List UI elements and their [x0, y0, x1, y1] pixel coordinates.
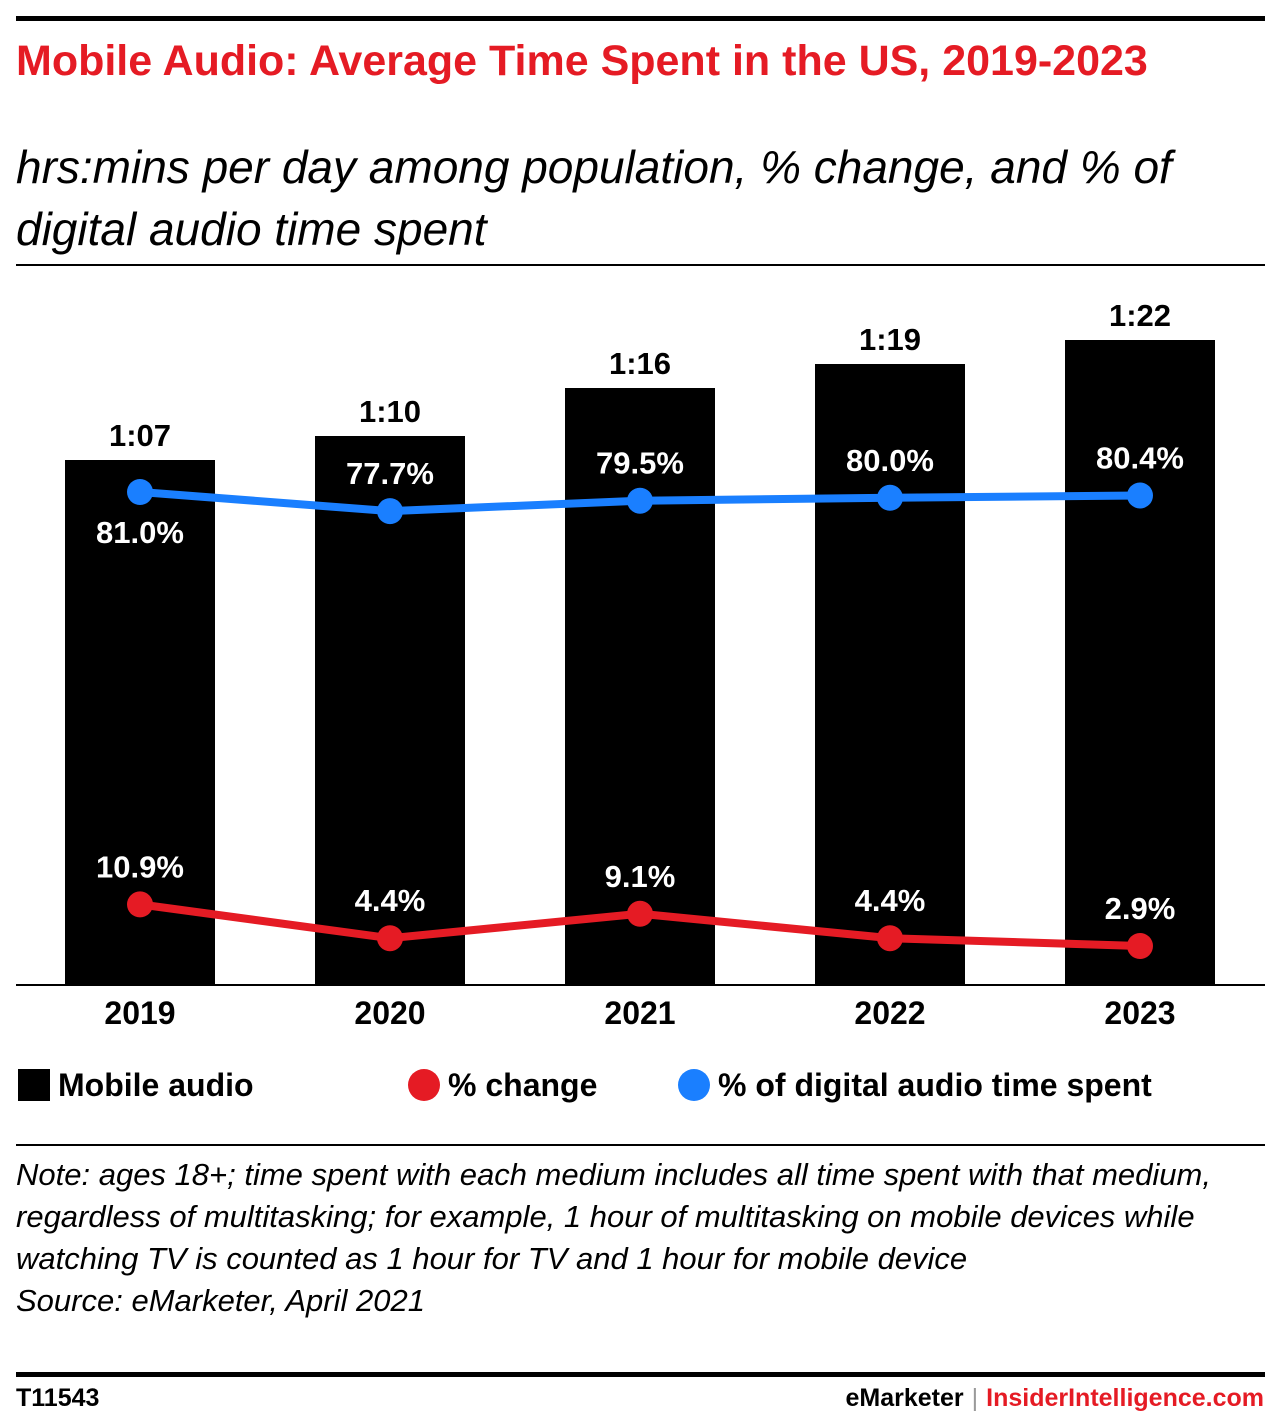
- digital-share-label: 77.7%: [346, 456, 434, 491]
- bars-group: [65, 340, 1215, 985]
- legend-blue-dot-icon: [678, 1069, 710, 1101]
- bar-mobile-audio-2023: [1065, 340, 1215, 985]
- percent-change-point-2023: [1127, 933, 1153, 959]
- bar-mobile-audio-2020: [315, 436, 465, 985]
- digital-share-point-2020: [377, 498, 403, 525]
- percent-change-label: 10.9%: [96, 849, 184, 884]
- percent-change-point-2022: [877, 925, 903, 952]
- x-tick-label: 2019: [104, 995, 175, 1031]
- legend-square-icon: [18, 1069, 50, 1101]
- digital-share-label: 81.0%: [96, 515, 184, 550]
- bar-mobile-audio-2022: [815, 364, 965, 985]
- chart-area: 1:07 1:10 1:16 1:19 1:22 81.0% 77.7% 79.5% 80.0%…: [16, 298, 1265, 1031]
- percent-change-label: 4.4%: [355, 883, 426, 918]
- source-text: Source: eMarketer, April 2021: [16, 1283, 425, 1318]
- x-tick-label: 2020: [354, 995, 425, 1031]
- legend: Mobile audio % change % of digital audio…: [18, 1062, 1268, 1108]
- digital-share-label: 80.0%: [846, 443, 934, 478]
- note-text: Note: ages 18+; time spent with each med…: [16, 1157, 1211, 1276]
- bar-mobile-audio-2021: [565, 388, 715, 985]
- legend-red-dot-icon: [408, 1069, 440, 1101]
- digital-share-point-2019: [127, 479, 153, 505]
- brand-site-link[interactable]: InsiderIntelligence.com: [986, 1384, 1264, 1412]
- percent-change-point-2021: [627, 900, 653, 927]
- legend-item-percent-change: % change: [408, 1062, 597, 1108]
- lines-group: [127, 479, 1153, 959]
- bar-value-label: 1:16: [609, 346, 671, 381]
- legend-label: % of digital audio time spent: [718, 1066, 1152, 1103]
- percent-change-label: 9.1%: [605, 859, 676, 894]
- brand-separator: |: [971, 1384, 979, 1412]
- header-divider: [16, 264, 1265, 266]
- digital-share-point-2022: [877, 484, 903, 511]
- bar-value-label: 1:07: [109, 418, 171, 453]
- digital-share-label: 80.4%: [1096, 440, 1184, 475]
- digital-share-point-2023: [1127, 482, 1153, 509]
- footer-brand: eMarketer | InsiderIntelligence.com: [846, 1384, 1265, 1413]
- bar-value-label: 1:22: [1109, 298, 1171, 333]
- note-divider: [16, 1144, 1265, 1146]
- legend-label: % change: [448, 1066, 598, 1103]
- x-tick-label: 2021: [604, 995, 675, 1031]
- x-axis-ticks: 2019 2020 2021 2022 2023: [104, 995, 1175, 1031]
- legend-item-mobile-audio: Mobile audio: [18, 1062, 254, 1108]
- note-block: Note: ages 18+; time spent with each med…: [16, 1154, 1266, 1322]
- digital-share-label: 79.5%: [596, 446, 684, 481]
- footer-rule: [16, 1372, 1265, 1377]
- chart-id: T11543: [16, 1384, 100, 1412]
- chart-subtitle: hrs:mins per day among population, % cha…: [16, 141, 1172, 255]
- digital-share-point-2021: [627, 487, 653, 514]
- x-tick-label: 2023: [1104, 995, 1175, 1031]
- legend-item-digital-share: % of digital audio time spent: [678, 1062, 1152, 1108]
- chart-title: Mobile Audio: Average Time Spent in the …: [16, 37, 1148, 85]
- brand-name: eMarketer: [845, 1384, 964, 1412]
- x-tick-label: 2022: [854, 995, 925, 1031]
- bar-value-label: 1:10: [359, 394, 421, 429]
- bar-value-label: 1:19: [859, 322, 921, 357]
- percent-change-point-2020: [377, 925, 403, 952]
- labels-group: 1:07 1:10 1:16 1:19 1:22 81.0% 77.7% 79.5% 80.0%…: [96, 298, 1184, 926]
- legend-label: Mobile audio: [58, 1066, 254, 1103]
- top-rule: [16, 16, 1265, 21]
- percent-change-label: 2.9%: [1105, 891, 1176, 926]
- percent-change-label: 4.4%: [855, 883, 926, 918]
- percent-change-point-2019: [127, 891, 153, 918]
